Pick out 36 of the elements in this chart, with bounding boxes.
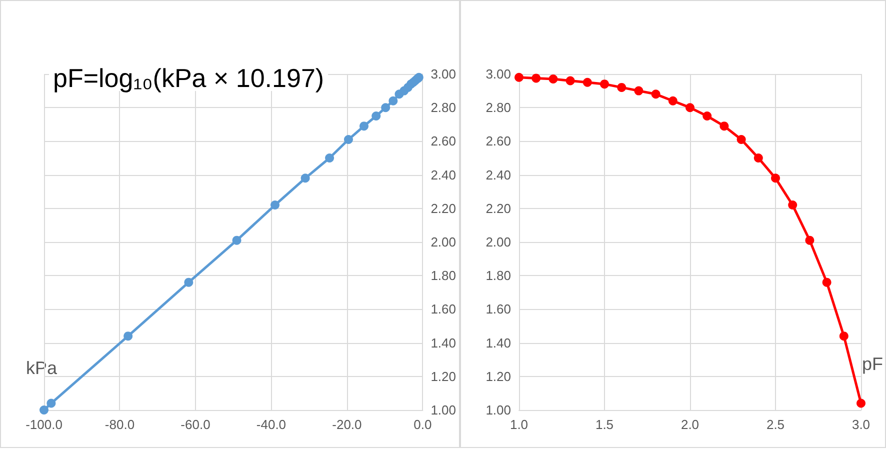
x-tick-label: -20.0 [332,417,362,432]
y-tick-label: 3.00 [486,66,511,82]
y-tick-label: 1.60 [430,302,456,317]
y-tick-label: 2.20 [430,200,456,216]
x-tick-label: 0.0 [414,417,432,432]
x-tick-label: -100.0 [26,417,62,432]
y-tick-label: 1.00 [486,402,511,418]
y-tick-label: 1.60 [486,302,511,317]
y-tick-label: 2.60 [430,134,456,149]
y-tick-label: 1.00 [430,402,456,418]
y-tick-label: 3.00 [430,66,456,82]
y-tick-label: 2.00 [430,234,456,250]
y-tick-label: 2.20 [486,200,511,216]
x-axis-title: kPa [26,358,58,378]
y-tick-label: 2.40 [430,167,456,182]
x-tick-label: 1.5 [595,417,614,432]
y-tick-label: 1.40 [430,335,456,350]
y-tick-label: 2.60 [486,134,511,149]
y-tick-label: 2.80 [486,100,511,116]
y-tick-label: 1.20 [486,368,511,384]
y-tick-label: 2.40 [486,167,511,182]
y-tick-label: 2.80 [430,100,456,116]
x-tick-label: 1.0 [510,417,528,432]
x-tick-label: -60.0 [180,417,210,432]
y-tick-label: 1.20 [430,368,456,384]
chart-title: pF=log₁₀(kPa × 10.197) [53,63,324,93]
x-tick-label: 2.0 [680,417,700,432]
y-tick-label: 1.80 [430,268,456,284]
y-tick-label: 1.40 [486,335,511,350]
x-axis-title: pF [862,354,884,374]
x-tick-label: -40.0 [256,417,286,432]
x-tick-label: -80.0 [104,417,135,432]
x-tick-label: 2.5 [766,417,785,432]
y-tick-label: 1.80 [486,268,511,284]
y-tick-label: 2.00 [486,234,511,250]
x-tick-label: 3.0 [852,417,870,432]
